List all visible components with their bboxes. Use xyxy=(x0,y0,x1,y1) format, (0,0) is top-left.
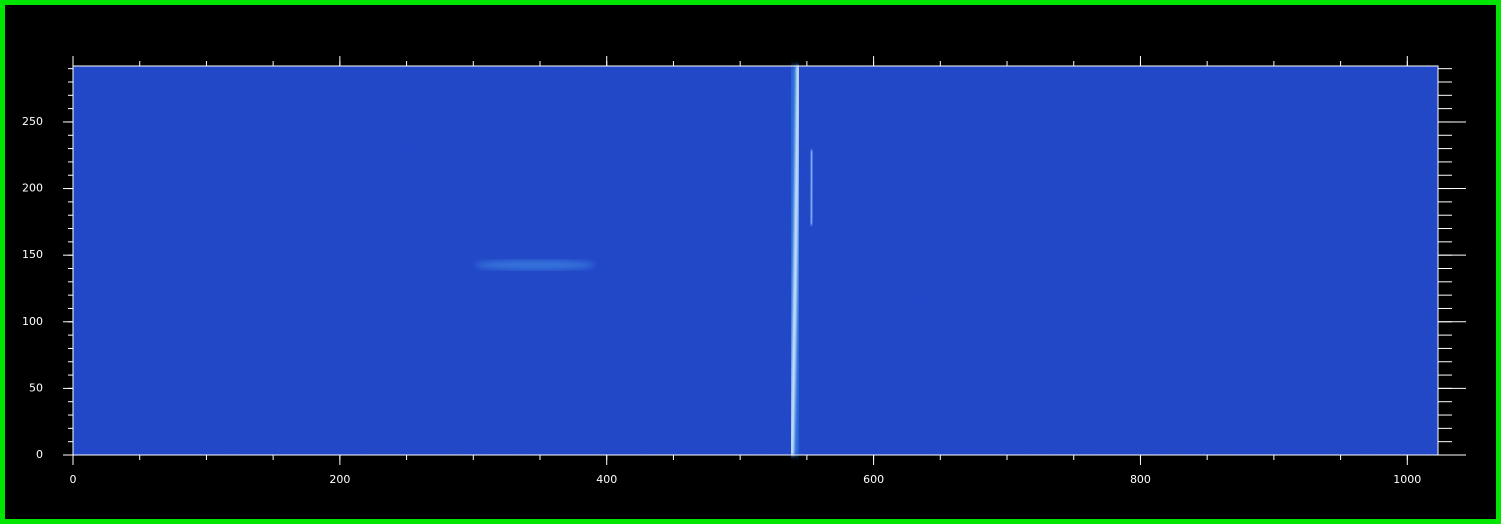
image-noise xyxy=(73,66,1438,455)
x-tick-label: 400 xyxy=(596,473,617,486)
axes: 0 200 400 600 800 1000 0 50 100 150 200 250 xyxy=(22,56,1466,486)
x-tick-label: 200 xyxy=(329,473,350,486)
y-tick-label: 150 xyxy=(22,248,43,261)
y-tick-label: 0 xyxy=(36,448,43,461)
horizontal-trace xyxy=(475,260,595,270)
x-tick-label: 800 xyxy=(1130,473,1151,486)
y-tick-label: 250 xyxy=(22,115,43,128)
secondary-line xyxy=(809,149,814,226)
spectral-features xyxy=(475,65,814,456)
image-area xyxy=(73,66,1438,455)
x-tick-label: 1000 xyxy=(1393,473,1421,486)
x-tick-label: 0 xyxy=(70,473,77,486)
y-tick-label: 50 xyxy=(29,381,43,394)
y-tick-label: 100 xyxy=(22,315,43,328)
emission-line xyxy=(790,65,800,456)
x-tick-label: 600 xyxy=(863,473,884,486)
plot-border xyxy=(72,65,1439,456)
y-tick-label: 200 xyxy=(22,182,43,195)
